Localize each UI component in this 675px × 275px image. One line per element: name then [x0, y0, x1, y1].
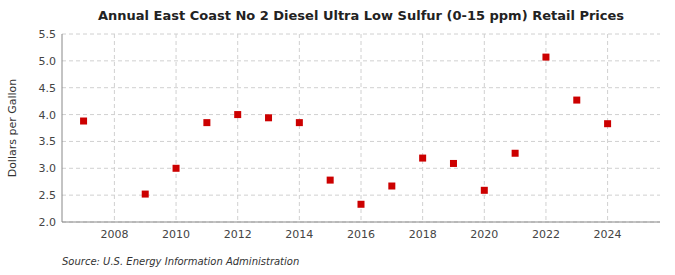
title: Annual East Coast No 2 Diesel Ultra Low …: [98, 8, 624, 23]
x-axis-line: [62, 222, 660, 223]
point: [203, 119, 210, 126]
x-grid-line: [237, 34, 238, 222]
y-grid-line: [62, 60, 660, 61]
x-tick-label: 2008: [100, 228, 128, 241]
point: [388, 183, 395, 190]
x-grid-line: [361, 34, 362, 222]
x-tick-label: 2018: [409, 228, 437, 241]
y-grid-line: [62, 222, 660, 223]
point: [80, 118, 87, 125]
point: [419, 155, 426, 162]
x-tick-label: 2014: [285, 228, 313, 241]
x-tick-label: 2022: [532, 228, 560, 241]
point: [450, 160, 457, 167]
point: [481, 187, 488, 194]
x-grid-line: [422, 34, 423, 222]
chart: Annual East Coast No 2 Diesel Ultra Low …: [0, 0, 675, 275]
point: [296, 119, 303, 126]
x-grid-line: [176, 34, 177, 222]
x-grid-line: [299, 34, 300, 222]
x-tick-label: 2024: [594, 228, 622, 241]
points: [80, 54, 611, 208]
point: [542, 54, 549, 61]
y-grid-line: [62, 87, 660, 88]
y-tick-label: 5.0: [39, 55, 57, 68]
y-axis-line: [62, 34, 63, 222]
point: [573, 97, 580, 104]
y-tick-label: 3.5: [39, 135, 57, 148]
point: [327, 177, 334, 184]
x-tick-label: 2016: [347, 228, 375, 241]
grid: [62, 34, 660, 222]
tick-labels: 2.0 2.5 3.0 3.5 4.0 4.5 5.0 5.5 2008 2010 2012 2014…: [39, 28, 622, 241]
y-tick-label: 2.0: [39, 216, 57, 229]
point: [604, 120, 611, 127]
point: [265, 114, 272, 121]
x-tick-label: 2020: [470, 228, 498, 241]
point: [358, 201, 365, 208]
x-tick-label: 2010: [162, 228, 190, 241]
y-tick-label: 5.5: [39, 28, 57, 41]
point: [512, 150, 519, 157]
y-tick-label: 4.5: [39, 82, 57, 95]
y-tick-label: 3.0: [39, 162, 57, 175]
point: [173, 165, 180, 172]
y-tick-label: 2.5: [39, 189, 57, 202]
x-tick-label: 2012: [224, 228, 252, 241]
y-tick-label: 4.0: [39, 109, 57, 122]
x-grid-line: [545, 34, 546, 222]
x-grid-line: [607, 34, 608, 222]
point: [142, 191, 149, 198]
point: [234, 111, 241, 118]
source-note: Source: U.S. Energy Information Administ…: [62, 256, 299, 267]
x-grid-line: [114, 34, 115, 222]
y-axis-label: Dollars per Gallon: [6, 79, 19, 178]
